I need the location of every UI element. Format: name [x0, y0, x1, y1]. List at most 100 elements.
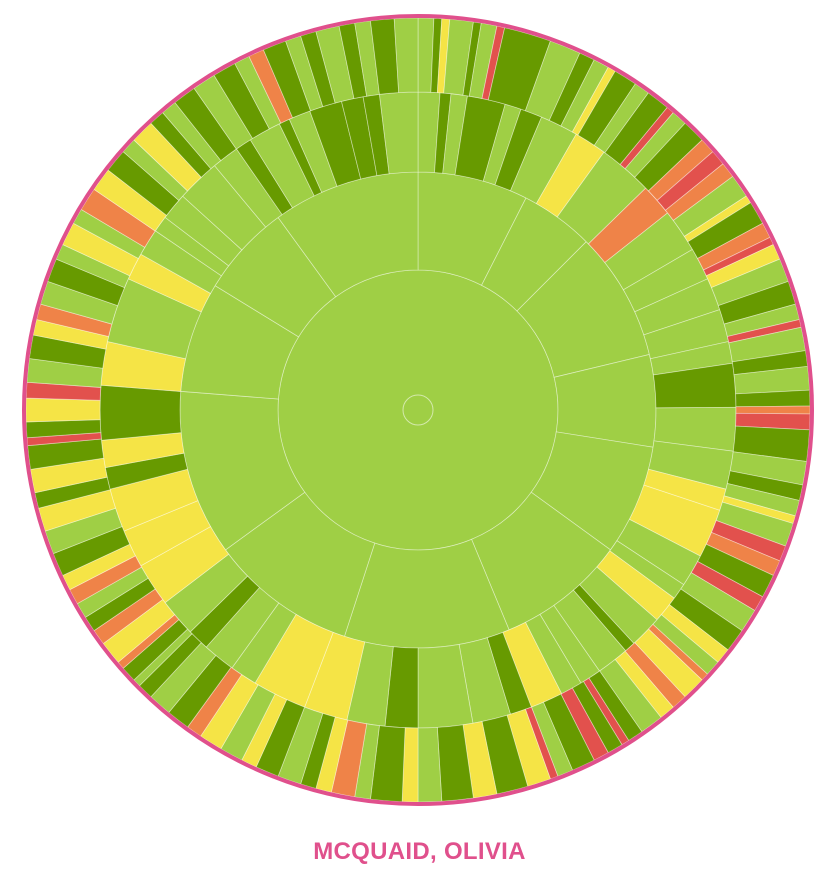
sunburst-center-circle [402, 394, 434, 426]
ring-3-segment-6 [509, 116, 577, 205]
ring-3-segment-38 [189, 575, 261, 648]
ring-3-segment-8 [556, 151, 647, 245]
ring-4-segment-68 [401, 727, 419, 803]
sunburst-outer-border [22, 14, 814, 806]
ring-4-segment-32 [731, 350, 809, 376]
ring-2-segment-8 [179, 390, 306, 551]
ring-4-segment-58 [571, 681, 623, 754]
ring-4-segment-50 [652, 614, 719, 675]
ring-3-segment-24 [572, 584, 635, 652]
ring-4-segment-105 [36, 303, 113, 338]
ring-4-segment-85 [117, 614, 180, 669]
ring-4-segment-103 [28, 334, 107, 369]
ring-3-segment-61 [379, 91, 419, 175]
ring-4-segment-47 [680, 572, 756, 632]
ring-3-segment-42 [109, 468, 199, 532]
ring-4-segment-66 [436, 724, 474, 802]
ring-4-segment-17 [634, 122, 703, 192]
ring-4-segment-99 [25, 419, 102, 439]
ring-4-segment-13 [593, 83, 649, 154]
ring-4-segment-116 [150, 112, 212, 178]
ring-4-segment-75 [255, 699, 306, 777]
ring-3-segment-46 [100, 341, 187, 392]
ring-3-segment-47 [106, 278, 202, 360]
ring-4-segment-54 [614, 650, 674, 719]
ring-4-segment-3 [443, 18, 474, 96]
ring-3-segment-35 [254, 613, 334, 708]
ring-3-segment-48 [127, 253, 212, 313]
ring-4-segment-126 [315, 25, 355, 104]
ring-4-segment-35 [735, 405, 811, 415]
ring-4-segment-73 [300, 712, 336, 789]
ring-4-segment-76 [241, 693, 288, 768]
ring-4-segment-25 [702, 236, 774, 277]
ring-4-segment-113 [107, 151, 180, 216]
ring-4-segment-21 [672, 175, 747, 237]
ring-4-segment-111 [80, 188, 156, 248]
ring-4-segment-44 [705, 531, 781, 576]
ring-4-segment-34 [735, 389, 811, 408]
ring-4-segment-71 [330, 719, 368, 798]
ring-4-segment-97 [27, 438, 105, 470]
ring-4-segment-0 [417, 17, 435, 93]
ring-3-segment-10 [604, 212, 694, 291]
chart-caption: MCQUAID, OLIVIA [313, 838, 526, 865]
ring-3-segment-43 [104, 452, 188, 490]
ring-4-segment-128 [354, 20, 380, 97]
ring-4-segment-78 [200, 674, 259, 750]
ring-4-segment-88 [84, 577, 156, 632]
ring-4-segment-69 [370, 725, 406, 803]
ring-3-segment-20 [616, 518, 701, 586]
ring-4-segment-70 [354, 723, 380, 800]
ring-3-segment-18 [643, 468, 727, 511]
ring-4-segment-74 [277, 706, 324, 785]
ring-4-segment-1 [430, 17, 443, 94]
ring-4-segment-121 [234, 55, 282, 130]
ring-1-segment-0 [277, 269, 559, 551]
ring-4-segment-51 [647, 623, 709, 681]
ring-4-segment-10 [560, 59, 609, 133]
ring-4-segment-52 [634, 628, 703, 698]
ring-3-segment-57 [288, 110, 338, 193]
ring-4-segment-59 [560, 687, 609, 761]
ring-4-segment-89 [76, 566, 149, 618]
ring-4-segment-67 [417, 726, 443, 803]
ring-4-segment-115 [133, 122, 202, 192]
ring-4-segment-117 [162, 101, 222, 170]
ring-2-segment-6 [343, 538, 510, 649]
ring-3-segment-13 [643, 309, 730, 360]
ring-3-segment-29 [486, 631, 532, 715]
ring-4-segment-39 [726, 470, 804, 502]
ring-4-segment-77 [220, 684, 276, 761]
ring-4-segment-107 [47, 258, 126, 307]
ring-4-segment-87 [93, 588, 164, 645]
ring-3-segment-40 [140, 526, 230, 604]
ring-3-segment-52 [182, 165, 267, 251]
ring-4-segment-22 [683, 195, 752, 243]
ring-3-segment-28 [502, 621, 563, 708]
ring-4-segment-43 [710, 519, 787, 562]
ring-4-segment-41 [721, 495, 796, 525]
ring-3-segment-44 [101, 432, 185, 469]
ring-4-segment-7 [487, 27, 551, 112]
ring-3-segment-41 [123, 500, 212, 567]
ring-3-segment-37 [205, 586, 280, 669]
ring-4-segment-91 [62, 543, 136, 591]
ring-4-segment-108 [55, 244, 131, 289]
ring-3-segment-11 [622, 248, 709, 313]
ring-4-segment-11 [571, 66, 616, 136]
ring-4-segment-9 [548, 52, 595, 127]
ring-4-segment-114 [122, 139, 189, 201]
ring-4-segment-26 [705, 244, 781, 289]
ring-3-segment-34 [304, 631, 366, 721]
ring-4-segment-63 [506, 708, 551, 787]
ring-3-segment-2 [442, 93, 468, 176]
ring-3-segment-17 [648, 440, 734, 490]
ring-4-segment-80 [168, 654, 232, 728]
ring-4-segment-53 [624, 642, 686, 708]
ring-4-segment-56 [588, 670, 643, 742]
ring-3-segment-26 [539, 604, 601, 684]
ring-4-segment-40 [723, 482, 800, 517]
ring-4-segment-130 [393, 17, 419, 94]
sunburst-rings [25, 17, 811, 803]
